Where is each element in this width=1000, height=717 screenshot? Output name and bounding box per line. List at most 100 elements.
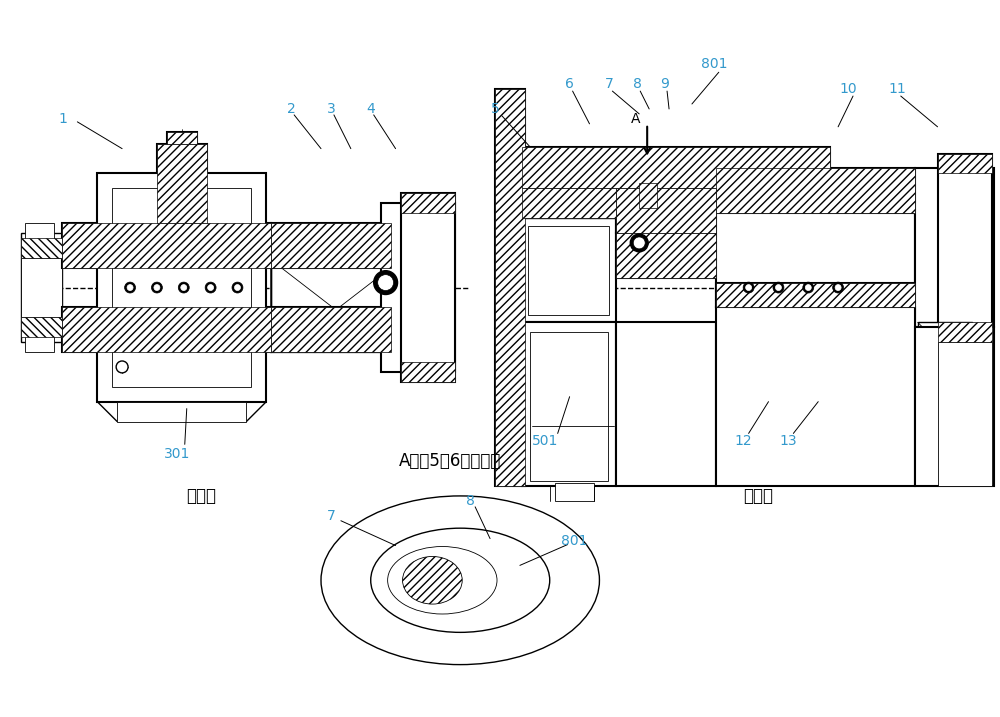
Text: 13: 13 [780, 435, 797, 448]
Ellipse shape [403, 556, 462, 604]
Bar [616, 233, 716, 277]
Bar [62, 223, 271, 267]
Bar [918, 322, 972, 377]
Text: 4: 4 [366, 102, 375, 116]
Bar [530, 332, 608, 481]
Bar [522, 189, 616, 322]
Bar [21, 233, 62, 342]
Circle shape [181, 285, 187, 290]
Circle shape [746, 285, 752, 290]
Bar [915, 168, 994, 327]
Bar [522, 147, 830, 189]
Bar [938, 153, 992, 342]
Circle shape [116, 361, 128, 373]
Circle shape [234, 285, 240, 290]
Circle shape [178, 282, 189, 293]
Bar [555, 483, 594, 501]
Bar [629, 199, 659, 267]
Circle shape [208, 285, 214, 290]
Circle shape [378, 275, 394, 290]
Text: 7: 7 [327, 509, 335, 523]
Text: 8: 8 [466, 494, 475, 508]
Bar [112, 189, 251, 386]
Bar [381, 203, 455, 372]
Text: 2: 2 [287, 102, 296, 116]
Bar [21, 258, 62, 318]
Bar [62, 308, 271, 352]
Bar [616, 233, 716, 277]
Circle shape [232, 282, 243, 293]
Bar [495, 89, 525, 486]
Bar [62, 223, 271, 267]
Circle shape [151, 282, 162, 293]
Bar [522, 189, 616, 218]
Bar [716, 308, 915, 486]
Circle shape [633, 237, 645, 249]
Text: 801: 801 [561, 533, 588, 548]
Text: 8: 8 [633, 77, 642, 91]
Bar [271, 308, 391, 352]
Circle shape [775, 285, 781, 290]
Bar [271, 308, 391, 352]
Text: 5: 5 [491, 102, 499, 116]
Bar [21, 318, 62, 337]
Text: 12: 12 [735, 435, 752, 448]
Bar [616, 189, 716, 233]
Bar [522, 147, 830, 189]
Bar [716, 282, 915, 308]
Bar [716, 282, 915, 308]
Circle shape [833, 282, 844, 293]
Bar [616, 322, 716, 486]
Bar [716, 168, 915, 213]
Circle shape [154, 285, 160, 290]
Circle shape [127, 285, 133, 290]
Text: 801: 801 [701, 57, 727, 71]
Bar [716, 168, 915, 213]
Bar [938, 322, 992, 342]
Bar [117, 402, 246, 422]
Bar [528, 226, 609, 315]
Circle shape [805, 285, 811, 290]
Ellipse shape [388, 546, 497, 614]
Bar [97, 174, 266, 402]
Bar [616, 189, 716, 233]
Bar [716, 189, 915, 308]
Bar [157, 143, 207, 223]
Text: 固定端: 固定端 [187, 487, 217, 505]
Bar [167, 132, 197, 143]
Bar [915, 327, 994, 486]
Bar [271, 223, 391, 267]
Bar [25, 223, 54, 352]
Bar [639, 184, 657, 208]
Circle shape [835, 285, 841, 290]
Bar [938, 153, 992, 174]
Text: 7: 7 [605, 77, 614, 91]
Bar [522, 322, 616, 486]
Text: 1: 1 [58, 112, 67, 126]
Circle shape [374, 271, 398, 295]
Text: A: A [630, 112, 640, 126]
Text: 3: 3 [327, 102, 335, 116]
Circle shape [125, 282, 136, 293]
Circle shape [205, 282, 216, 293]
Bar [401, 362, 455, 382]
Text: 11: 11 [889, 82, 907, 96]
Text: 301: 301 [164, 447, 190, 461]
Text: 501: 501 [532, 435, 558, 448]
Bar [167, 132, 197, 143]
Ellipse shape [321, 496, 599, 665]
Circle shape [773, 282, 784, 293]
Circle shape [743, 282, 754, 293]
Circle shape [630, 234, 648, 252]
Text: 6: 6 [565, 77, 574, 91]
Bar [271, 223, 391, 267]
Bar [639, 184, 657, 208]
Bar [62, 308, 271, 352]
Text: 快卸端: 快卸端 [744, 487, 774, 505]
Text: 9: 9 [660, 77, 669, 91]
Bar [157, 143, 207, 223]
Bar [401, 194, 455, 382]
Bar [938, 342, 992, 486]
Bar [401, 194, 455, 213]
Text: 10: 10 [839, 82, 857, 96]
